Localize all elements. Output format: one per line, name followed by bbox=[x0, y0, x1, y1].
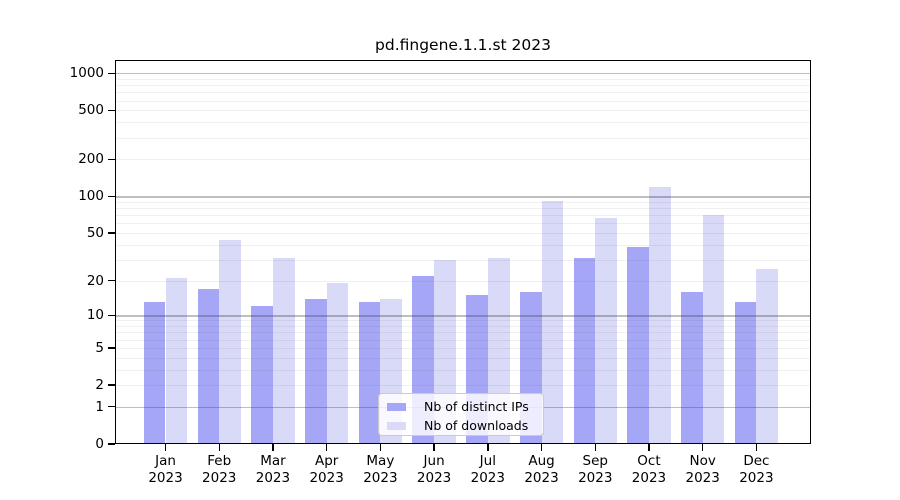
y-tick-mark bbox=[108, 158, 115, 161]
x-tick-mark-dec bbox=[755, 444, 758, 451]
bar-downloads-oct bbox=[648, 186, 671, 444]
y-tick-mark bbox=[108, 406, 115, 408]
y-tick-mark bbox=[108, 232, 115, 234]
y-tick-mark bbox=[108, 443, 115, 445]
y-tick-label-5: 5 bbox=[95, 339, 104, 356]
bar-distinct-ips-mar bbox=[251, 306, 273, 444]
x-tick-mark-apr bbox=[325, 444, 328, 451]
x-tick-label-sep: Sep 2023 bbox=[563, 453, 627, 487]
y-tick-label-20: 20 bbox=[86, 272, 104, 289]
x-tick-year: 2023 bbox=[309, 470, 344, 486]
x-tick-year: 2023 bbox=[739, 470, 774, 486]
x-tick-year: 2023 bbox=[255, 470, 291, 486]
y-tick-label-100: 100 bbox=[78, 188, 104, 205]
bar-distinct-ips-jan bbox=[143, 302, 166, 444]
bar-distinct-ips-nov bbox=[681, 291, 703, 444]
y-tick-label-0: 0 bbox=[95, 436, 104, 452]
x-tick-mark-oct bbox=[648, 444, 650, 451]
legend-item-downloads: Nb of downloads bbox=[379, 416, 543, 435]
x-tick-month: Nov bbox=[689, 453, 716, 469]
bar-downloads-dec bbox=[756, 269, 779, 444]
x-tick-month: Mar bbox=[260, 453, 286, 469]
bar-distinct-ips-oct bbox=[627, 247, 649, 444]
legend-item-distinct-ips: Nb of distinct IPs bbox=[379, 397, 543, 416]
legend-label-downloads: Nb of downloads bbox=[424, 418, 529, 433]
x-tick-mark-aug bbox=[540, 444, 543, 451]
x-tick-month: Jul bbox=[479, 453, 496, 469]
x-tick-label-apr: Apr 2023 bbox=[295, 453, 359, 487]
bar-downloads-sep bbox=[595, 217, 617, 444]
bar-downloads-jan bbox=[165, 278, 188, 444]
x-tick-year: 2023 bbox=[148, 470, 183, 486]
y-tick-mark bbox=[108, 195, 115, 198]
x-tick-mark-feb bbox=[218, 444, 220, 451]
x-tick-year: 2023 bbox=[416, 470, 452, 486]
x-tick-month: Jan bbox=[155, 453, 176, 469]
x-tick-label-aug: Aug 2023 bbox=[510, 453, 574, 487]
x-tick-year: 2023 bbox=[524, 470, 559, 486]
x-tick-label-dec: Dec 2023 bbox=[724, 453, 788, 487]
bar-distinct-ips-sep bbox=[573, 258, 596, 444]
x-tick-year: 2023 bbox=[578, 470, 613, 486]
x-tick-month: Dec bbox=[743, 453, 770, 469]
y-tick-label-200: 200 bbox=[78, 151, 104, 168]
x-tick-label-jun: Jun 2023 bbox=[402, 453, 466, 487]
x-tick-label-nov: Nov 2023 bbox=[671, 453, 735, 487]
x-tick-label-oct: Oct 2023 bbox=[617, 453, 681, 487]
x-tick-label-jul: Jul 2023 bbox=[456, 453, 520, 487]
x-tick-mark-sep bbox=[594, 444, 596, 451]
x-tick-mark-mar bbox=[272, 444, 274, 451]
x-tick-month: Feb bbox=[207, 453, 232, 469]
plot-area bbox=[115, 60, 811, 444]
y-tick-mark bbox=[108, 347, 115, 349]
bar-downloads-aug bbox=[541, 200, 564, 444]
x-tick-label-may: May 2023 bbox=[348, 453, 412, 487]
bar-downloads-apr bbox=[326, 283, 349, 444]
x-tick-label-mar: Mar 2023 bbox=[241, 453, 305, 487]
y-tick-label-50: 50 bbox=[86, 225, 104, 242]
bars-layer bbox=[115, 60, 811, 444]
x-tick-mark-may bbox=[379, 444, 382, 451]
legend-swatch-distinct-ips-icon bbox=[387, 402, 406, 411]
x-tick-mark-nov bbox=[702, 444, 704, 451]
x-tick-month: May bbox=[366, 453, 395, 469]
bar-downloads-feb bbox=[219, 239, 241, 444]
bar-distinct-ips-dec bbox=[734, 302, 757, 444]
x-tick-mark-jul bbox=[487, 444, 489, 451]
bar-downloads-mar bbox=[272, 258, 295, 444]
bar-downloads-nov bbox=[702, 215, 725, 444]
y-tick-mark bbox=[108, 72, 115, 74]
x-tick-label-jan: Jan 2023 bbox=[134, 453, 198, 487]
x-tick-label-feb: Feb 2023 bbox=[187, 453, 251, 487]
x-tick-month: Jun bbox=[423, 453, 445, 469]
x-tick-year: 2023 bbox=[631, 470, 667, 486]
legend-label-distinct-ips: Nb of distinct IPs bbox=[424, 399, 529, 414]
y-tick-mark bbox=[108, 109, 115, 112]
x-tick-month: Oct bbox=[637, 453, 661, 469]
x-tick-mark-jun bbox=[433, 444, 435, 451]
y-tick-label-500: 500 bbox=[78, 102, 104, 119]
x-tick-year: 2023 bbox=[202, 470, 237, 486]
y-tick-label-2: 2 bbox=[95, 377, 104, 394]
x-tick-year: 2023 bbox=[685, 470, 720, 486]
x-tick-month: Apr bbox=[314, 453, 339, 469]
bar-distinct-ips-feb bbox=[197, 288, 220, 444]
y-tick-mark bbox=[108, 384, 115, 386]
y-tick-label-1: 1 bbox=[95, 398, 104, 415]
y-tick-label-10: 10 bbox=[86, 307, 104, 324]
bar-distinct-ips-apr bbox=[304, 298, 327, 444]
chart-title: pd.fingene.1.1.st 2023 bbox=[375, 36, 551, 54]
x-tick-month: Sep bbox=[582, 453, 608, 469]
y-tick-mark bbox=[108, 279, 115, 282]
legend-swatch-downloads-icon bbox=[387, 421, 406, 430]
x-tick-mark-jan bbox=[164, 444, 167, 451]
bar-distinct-ips-may bbox=[358, 302, 381, 444]
x-tick-year: 2023 bbox=[363, 470, 398, 486]
y-tick-label-1000: 1000 bbox=[69, 65, 104, 82]
x-tick-year: 2023 bbox=[470, 470, 505, 486]
y-tick-mark bbox=[108, 314, 115, 317]
legend: Nb of distinct IPs Nb of downloads bbox=[378, 393, 544, 436]
x-tick-month: Aug bbox=[528, 453, 555, 469]
